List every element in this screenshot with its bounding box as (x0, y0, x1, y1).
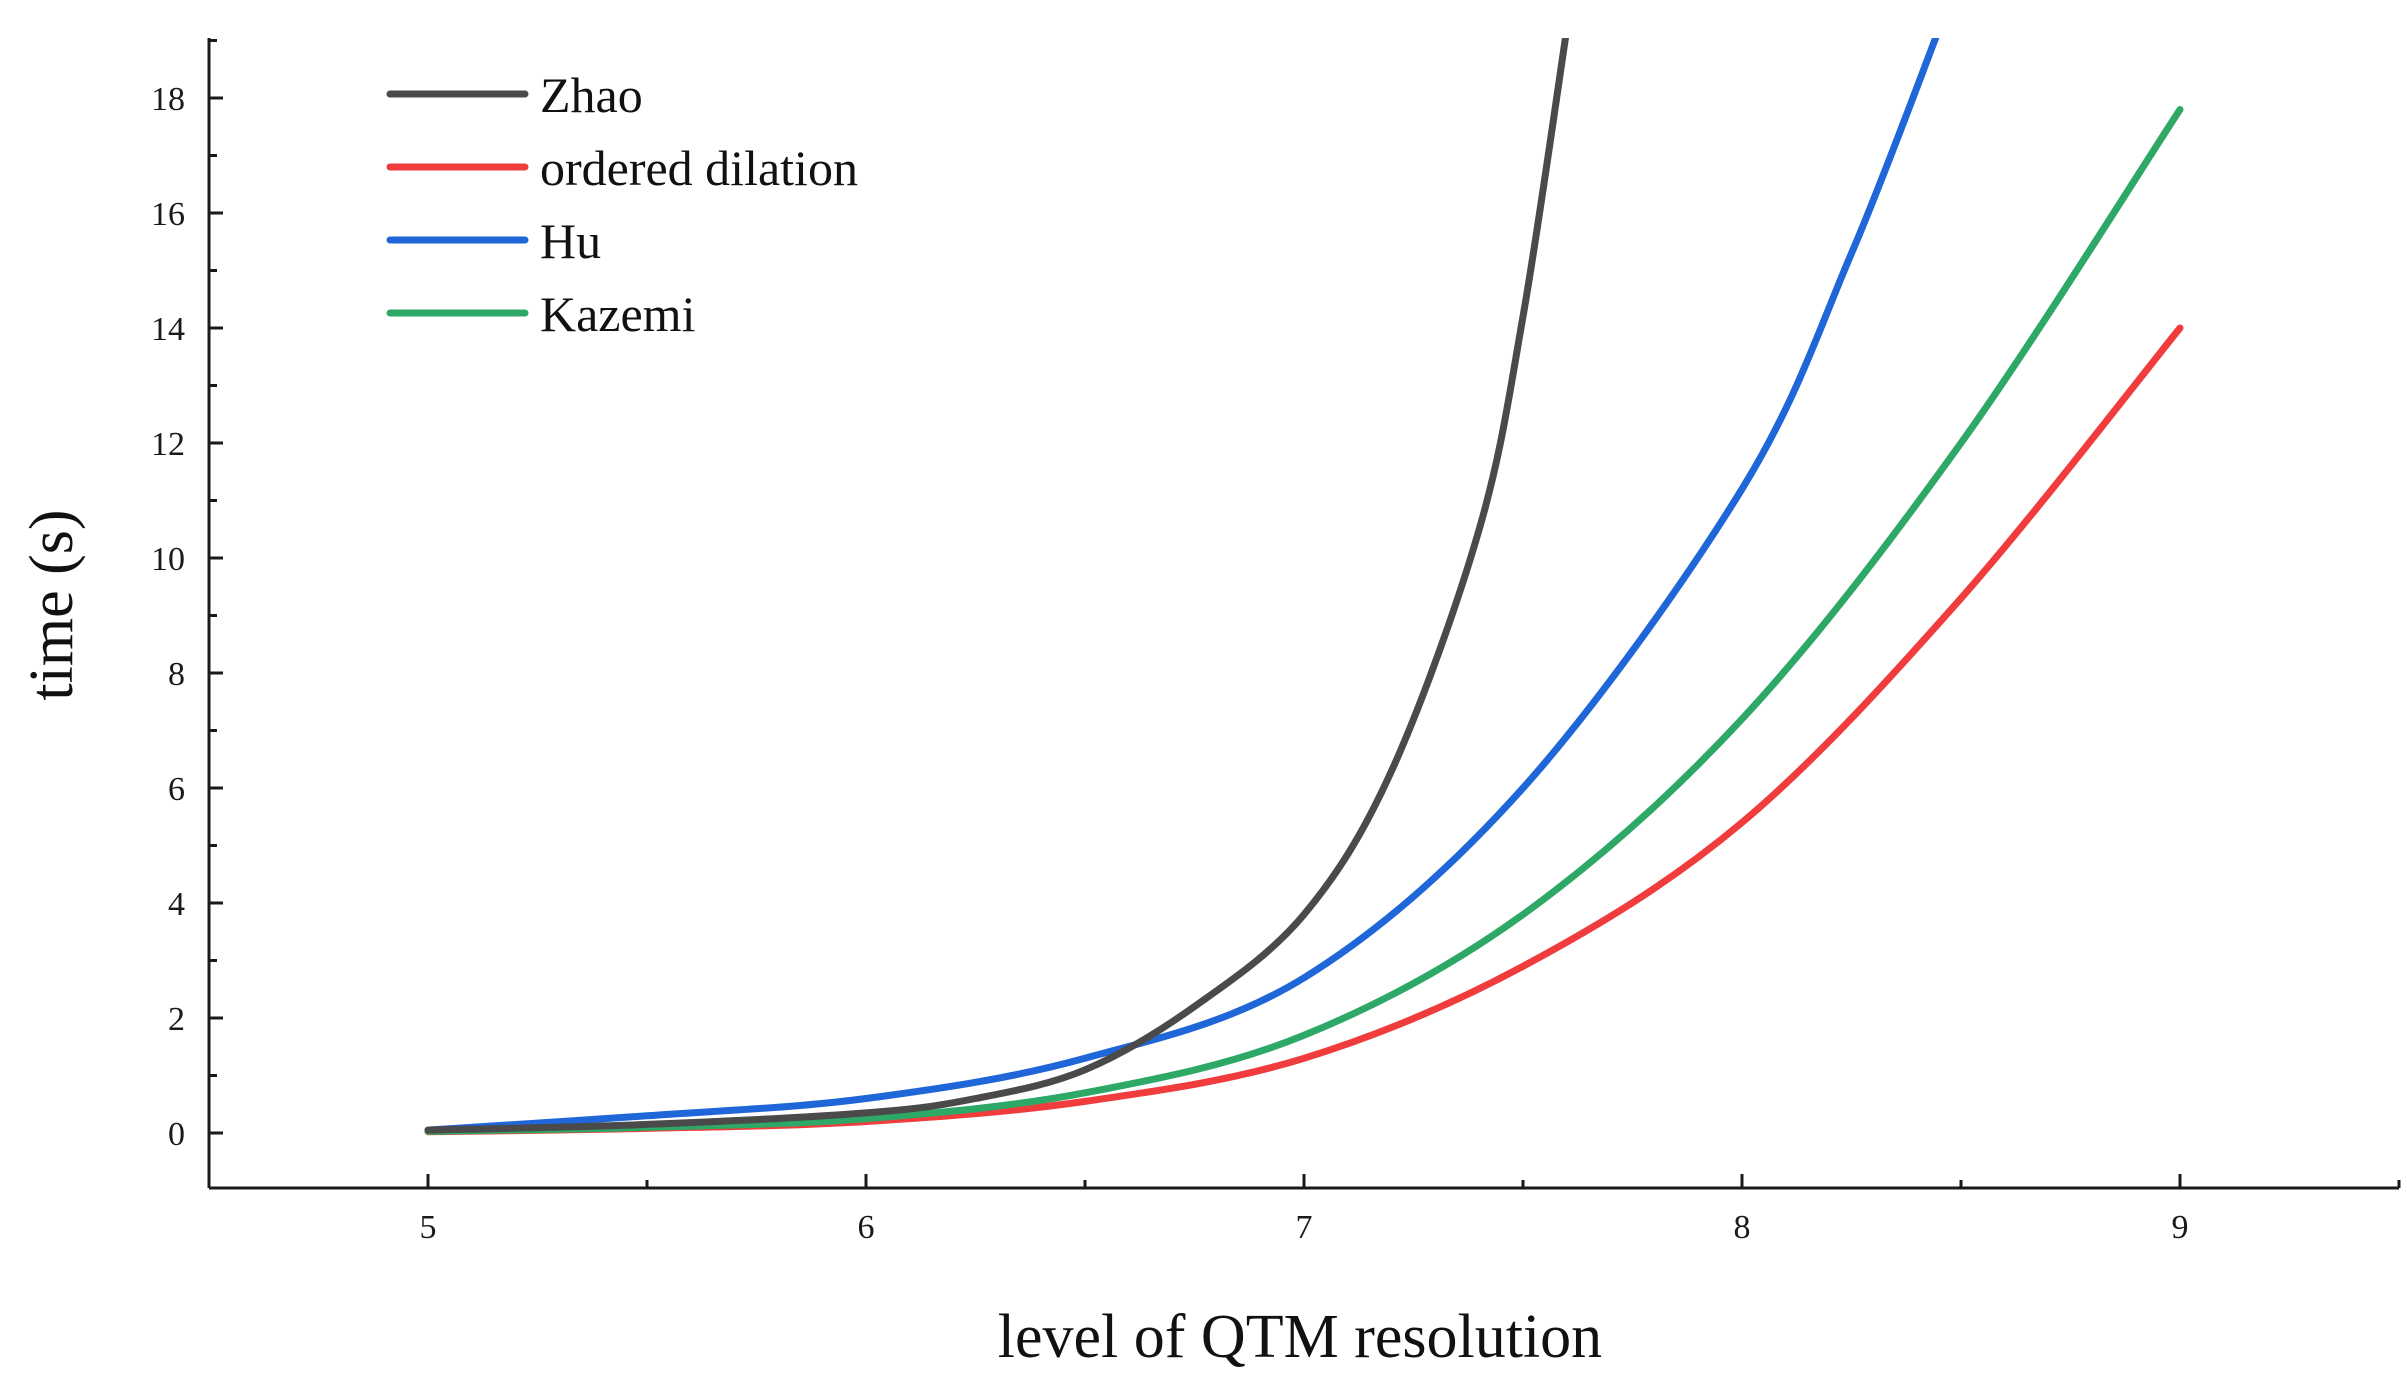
x-tick-label-7: 7 (1296, 1209, 1313, 1246)
x-axis-title: level of QTM resolution (998, 1303, 1602, 1371)
y-tick-label-18: 18 (151, 81, 185, 118)
y-tick-label-8: 8 (168, 656, 185, 693)
legend: Zhao ordered dilation Hu Kazemi (386, 67, 858, 342)
series-line-ordered-dilation (424, 324, 2184, 1136)
y-tick-label-0: 0 (168, 1116, 185, 1153)
series-line-hu (424, 38, 1940, 1134)
y-tick-label-6: 6 (168, 771, 185, 808)
y-tick-label-2: 2 (168, 1001, 185, 1038)
legend-label-zhao: Zhao (540, 67, 643, 123)
x-tick-label-9: 9 (2172, 1209, 2189, 1246)
legend-label-ordered-dilation: ordered dilation (540, 140, 858, 196)
x-tick-label-8: 8 (1734, 1209, 1751, 1246)
x-axis-ticks: 5 6 7 8 9 (207, 1174, 2401, 1246)
y-tick-label-4: 4 (168, 886, 185, 923)
y-axis-ticks: 0 2 4 6 8 10 12 14 16 18 (151, 39, 223, 1153)
legend-label-kazemi: Kazemi (540, 286, 695, 342)
y-tick-label-12: 12 (151, 426, 185, 463)
x-tick-label-5: 5 (420, 1209, 437, 1246)
series-line-kazemi (424, 106, 2184, 1135)
legend-label-hu: Hu (540, 213, 601, 269)
series-group (424, 38, 2184, 1136)
y-axis-title: time (s) (18, 509, 86, 700)
y-tick-label-10: 10 (151, 541, 185, 578)
x-tick-label-6: 6 (858, 1209, 875, 1246)
series-line-zhao (424, 38, 1569, 1134)
y-tick-label-16: 16 (151, 196, 185, 233)
y-tick-label-14: 14 (151, 311, 185, 348)
